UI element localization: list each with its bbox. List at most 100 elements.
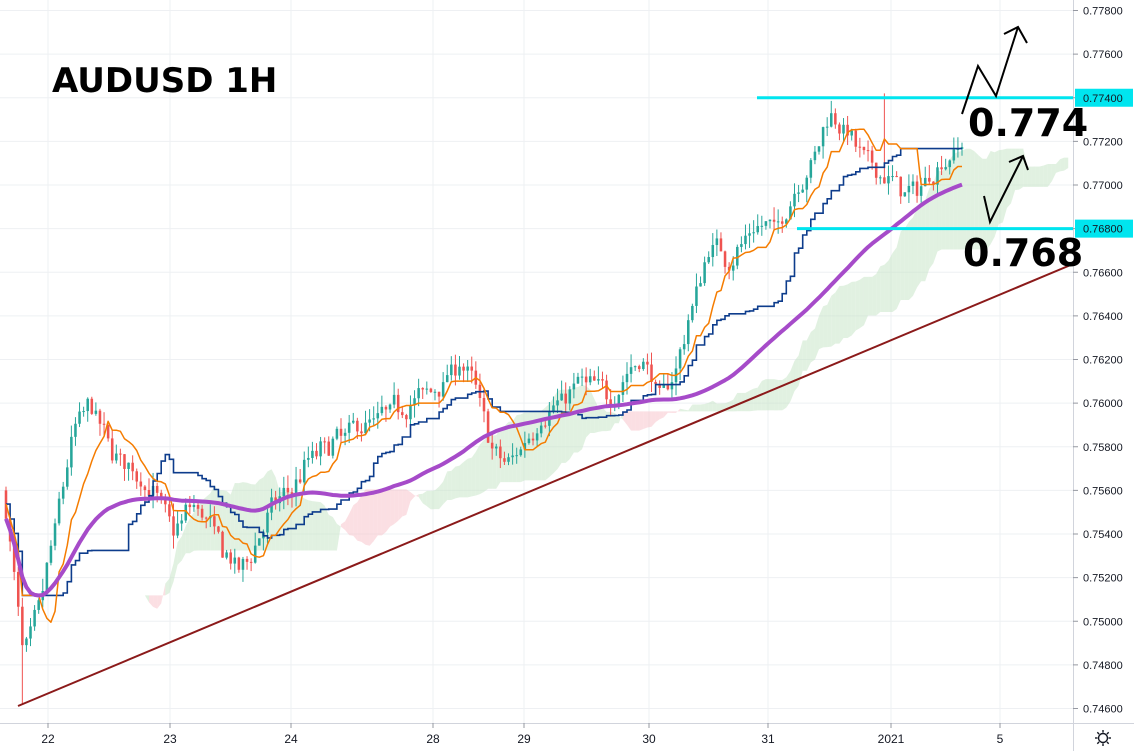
- cloud-segment: [626, 411, 632, 431]
- ichimoku-cloud: [112, 148, 1069, 609]
- cloud-segment: [479, 440, 484, 495]
- candle-body: [115, 453, 118, 461]
- candle-body: [409, 404, 412, 420]
- candle-body: [519, 449, 523, 456]
- cloud-segment: [153, 595, 158, 609]
- candle-body: [21, 606, 24, 646]
- candle-body: [482, 397, 486, 412]
- candle-body: [131, 462, 134, 472]
- candle-body: [188, 504, 192, 508]
- candle-body: [61, 486, 65, 499]
- cloud-segment: [843, 284, 848, 338]
- candle-body: [911, 181, 915, 186]
- candle-body: [445, 375, 449, 383]
- cloud-segment: [1064, 157, 1069, 171]
- cloud-segment: [598, 407, 603, 432]
- cloud-segment: [692, 404, 697, 412]
- candle-body: [66, 467, 69, 487]
- candle-body: [298, 479, 302, 483]
- candle-body: [106, 424, 110, 439]
- candle-body: [936, 167, 939, 185]
- cloud-segment: [998, 149, 1003, 225]
- cloud-segment: [733, 392, 738, 412]
- cloud-segment: [945, 159, 950, 250]
- candle-body: [760, 225, 764, 227]
- candle-body: [768, 219, 772, 222]
- cloud-segment: [161, 583, 166, 604]
- cloud-segment: [312, 501, 317, 551]
- cloud-segment: [173, 542, 178, 582]
- candle-body: [879, 177, 882, 179]
- candle-body: [523, 443, 527, 450]
- cloud-segment: [434, 486, 440, 510]
- candle-body: [748, 233, 751, 236]
- candle-body: [102, 423, 106, 425]
- candle-body: [347, 422, 351, 433]
- y-tick-label: 0.75200: [1083, 573, 1123, 585]
- cloud-segment: [206, 493, 211, 551]
- projection-arrows: [961, 25, 1029, 225]
- cloud-segment: [847, 281, 852, 338]
- cloud-segment: [635, 411, 640, 431]
- candle-body: [245, 558, 249, 562]
- cloud-segment: [402, 489, 407, 517]
- cloud-segment: [1027, 166, 1032, 187]
- candle-body: [511, 455, 514, 458]
- cloud-segment: [688, 404, 693, 412]
- cloud-segment: [520, 412, 525, 483]
- conversion-line: [5, 128, 962, 623]
- cloud-segment: [475, 444, 480, 496]
- cloud-segment: [888, 252, 893, 312]
- candle-body: [486, 411, 490, 443]
- price-level-badge: [1075, 219, 1133, 238]
- cloud-segment: [512, 415, 517, 483]
- cloud-segment: [492, 435, 497, 489]
- candle-body: [633, 366, 637, 368]
- level-labels: 0.774 0.768: [963, 101, 1088, 275]
- cloud-segment: [937, 171, 942, 252]
- candle-body: [441, 382, 445, 397]
- cloud-segment: [414, 494, 419, 498]
- cloud-segment: [761, 379, 766, 411]
- candle-body: [123, 454, 126, 469]
- cloud-segment: [430, 490, 435, 510]
- candle-body: [392, 394, 396, 405]
- cloud-segment: [896, 231, 901, 309]
- candle-body: [870, 150, 874, 163]
- candle-body: [319, 441, 322, 457]
- candle-body: [809, 160, 813, 178]
- candle-body: [16, 571, 20, 607]
- candle-body: [597, 379, 600, 381]
- candle-body: [703, 262, 706, 284]
- cloud-segment: [737, 392, 742, 412]
- candle-body: [515, 455, 518, 457]
- candle-body: [302, 459, 306, 483]
- cloud-segment: [463, 458, 468, 498]
- candle-body: [176, 523, 179, 536]
- cloud-segment: [749, 388, 754, 412]
- y-tick-label: 0.74800: [1083, 660, 1123, 672]
- cloud-segment: [157, 595, 162, 609]
- candle-body: [821, 127, 825, 147]
- candle-body: [421, 388, 424, 390]
- candle-body: [462, 366, 465, 371]
- cloud-segment: [590, 389, 595, 434]
- y-tick-label: 0.77400: [1083, 93, 1123, 105]
- candle-body: [874, 162, 878, 178]
- cloud-segment: [426, 490, 431, 510]
- cloud-segment: [385, 489, 391, 533]
- cloud-segment: [124, 551, 129, 596]
- cloud-segment: [953, 152, 958, 250]
- candle-body: [458, 366, 461, 376]
- candle-body: [731, 265, 735, 271]
- cloud-segment: [671, 411, 677, 413]
- cloud-segment: [148, 595, 154, 607]
- candle-body: [609, 399, 612, 406]
- cloud-segment: [500, 426, 505, 483]
- cloud-segment: [782, 377, 787, 411]
- settings-gear-icon[interactable]: [1095, 730, 1111, 746]
- cloud-segment: [814, 315, 820, 360]
- cloud-segment: [729, 399, 734, 412]
